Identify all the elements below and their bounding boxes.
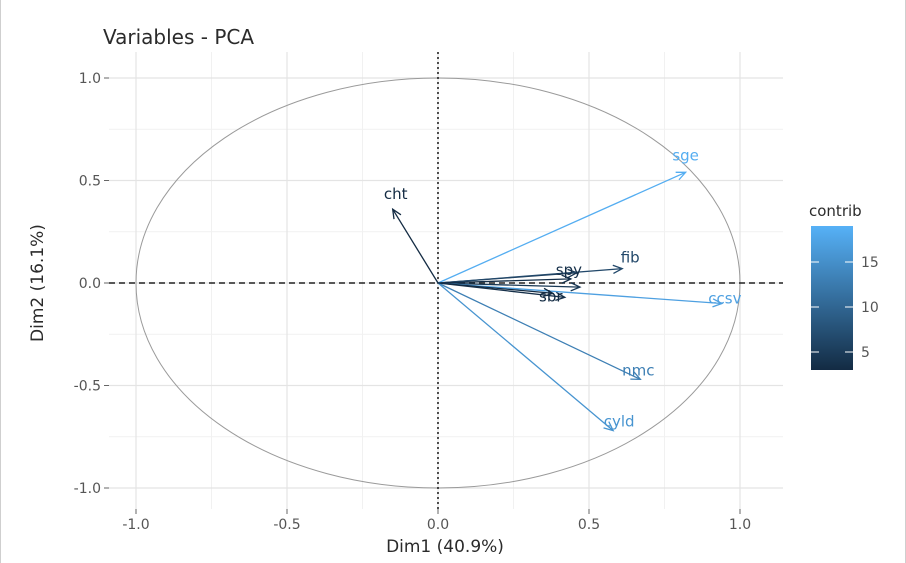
variable-arrow-ccsv [437, 282, 724, 308]
variable-label-spy: spy [556, 261, 582, 279]
variable-label-cyld: cyld [604, 413, 635, 431]
axis-ticks: -1.0 -0.5 0.0 0.5 1.0 -1.0 -0.5 0.0 0.5 1.0 [74, 71, 751, 533]
legend-title: contrib [809, 202, 862, 220]
x-tick-label: -0.5 [273, 517, 300, 533]
x-tick-label: 1.0 [729, 517, 751, 533]
variable-label-nmc: nmc [622, 361, 654, 379]
x-tick-label: 0.5 [578, 517, 600, 533]
variable-arrow-fib [437, 264, 624, 284]
variable-label-fib: fib [621, 249, 640, 267]
y-tick-label: 0.5 [79, 174, 101, 190]
variable-arrow-cyld [437, 282, 615, 432]
x-axis-title: Dim1 (40.9%) [386, 537, 504, 557]
legend-colorbar [811, 226, 853, 370]
variable-labels: sge cht fib ccsv nmc cyld spy sbr [384, 146, 742, 430]
variable-arrow-spy [437, 274, 573, 284]
variable-arrow-nmc [437, 282, 642, 381]
zero-lines [109, 52, 783, 509]
chart-title: Variables - PCA [103, 25, 254, 49]
y-tick-label: 0.0 [79, 276, 101, 292]
grid [109, 52, 783, 509]
x-tick-label: 0.0 [427, 517, 449, 533]
variable-arrow-sge [437, 171, 688, 284]
legend-tick-label: 5 [861, 345, 870, 361]
legend-tick-label: 15 [861, 255, 879, 271]
legend-ticks: 15 10 5 [811, 255, 879, 361]
variable-label-ccsv: ccsv [708, 290, 741, 308]
y-axis-title: Dim2 (16.1%) [28, 224, 48, 342]
variable-arrow-sbr [437, 282, 555, 298]
y-tick-label: 1.0 [79, 71, 101, 87]
y-tick-label: -1.0 [74, 481, 101, 497]
variable-arrow-unlabeled-3 [437, 282, 582, 292]
variable-label-sge: sge [672, 146, 699, 164]
variable-label-sbr: sbr [539, 287, 563, 305]
variable-arrows [391, 171, 724, 432]
y-tick-label: -0.5 [74, 379, 101, 395]
x-tick-label: -1.0 [122, 517, 149, 533]
variable-arrow-cht [391, 207, 439, 284]
legend-tick-label: 10 [861, 300, 879, 316]
legend: contrib 15 10 5 [809, 202, 879, 370]
variable-label-cht: cht [384, 185, 408, 203]
